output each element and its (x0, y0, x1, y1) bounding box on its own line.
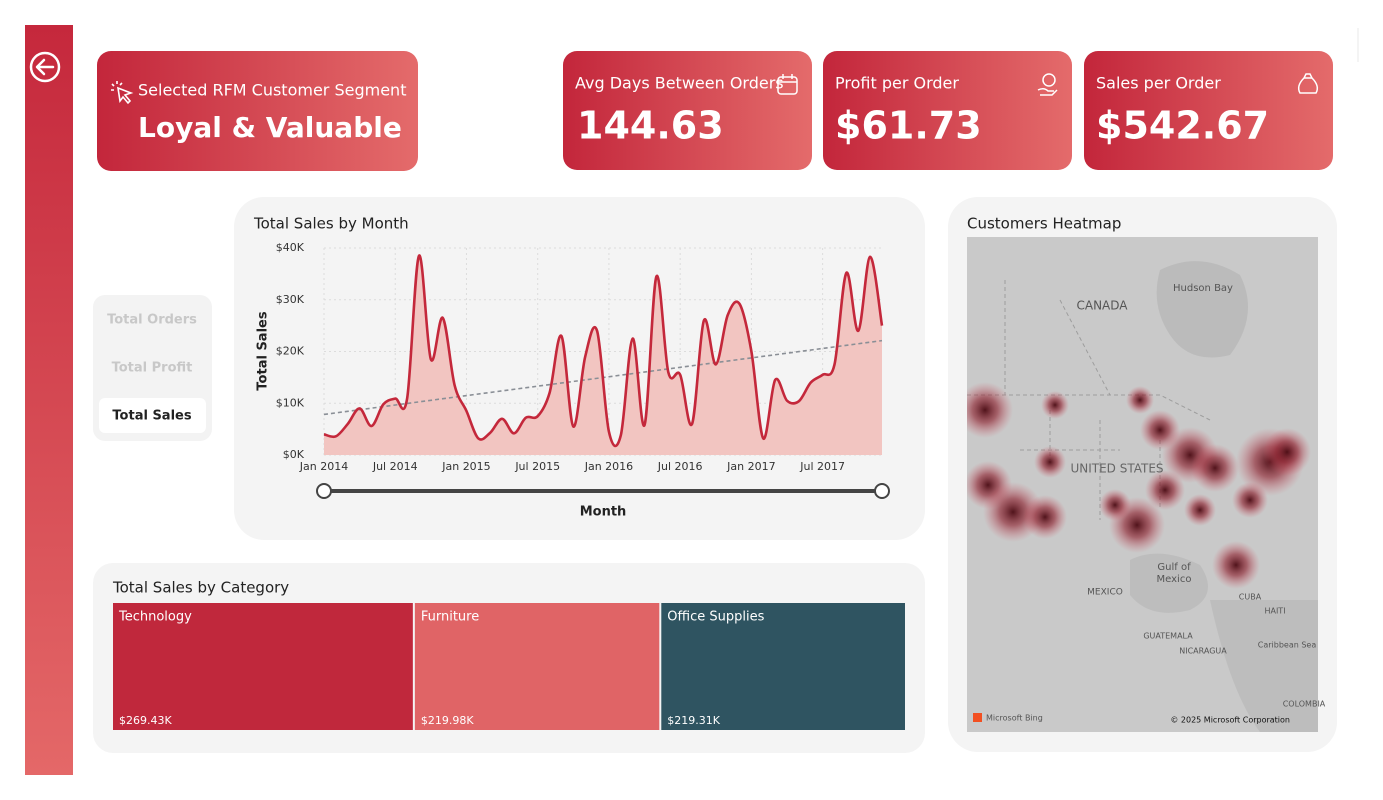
kpi-label: Sales per Order (1096, 74, 1221, 93)
category-label: Technology (118, 610, 192, 625)
x-tick-label: Jan 2017 (726, 460, 775, 473)
x-tick-label: Jan 2015 (441, 460, 490, 473)
heat-blob (1145, 470, 1185, 510)
map-title: Customers Heatmap (967, 215, 1121, 233)
area (324, 255, 882, 455)
x-tick-label: Jan 2016 (584, 460, 633, 473)
kpi-card: Avg Days Between Orders 144.63 (563, 51, 812, 170)
category-label: Office Supplies (667, 610, 764, 625)
line (323, 254, 884, 448)
treemap-cell[interactable] (113, 603, 413, 730)
attribution: © 2025 Microsoft Corporation (1170, 716, 1290, 725)
map-label: Hudson Bay (1173, 283, 1233, 294)
y-tick-label: $20K (276, 345, 305, 358)
heat-blob (1099, 489, 1131, 521)
heat-blob (1034, 446, 1066, 478)
heat-blob (1126, 386, 1154, 414)
y-tick-label: $30K (276, 293, 305, 306)
pointer-icon (111, 81, 134, 105)
heat-blob (1184, 494, 1216, 526)
coin-hand-icon (1037, 73, 1058, 96)
value-label: $219.98K (421, 714, 474, 727)
side-bar (25, 25, 73, 775)
segment-card (97, 51, 418, 171)
kpi-value: 144.63 (577, 104, 724, 148)
map-label: Mexico (1157, 574, 1192, 585)
category-label: Furniture (421, 610, 479, 625)
kpi-value: $61.73 (835, 104, 982, 148)
x-tick-label: Jul 2017 (799, 460, 845, 473)
x-tick-label: Jan 2014 (299, 460, 348, 473)
x-axis-title: Month (580, 505, 627, 520)
chart-title: Total Sales by Category (112, 579, 289, 597)
kpi-label: Profit per Order (835, 74, 959, 93)
calendar-icon (777, 74, 798, 95)
value-label: $219.31K (667, 714, 720, 727)
heat-blob (967, 382, 1013, 438)
heat-blob (1232, 482, 1268, 518)
map-label: NICARAGUA (1179, 647, 1227, 656)
heat-layer (967, 382, 1311, 589)
heat-blob (1263, 428, 1311, 476)
heat-blob (1191, 444, 1239, 492)
y-tick-label: $10K (276, 396, 305, 409)
x-tick-label: Jul 2014 (372, 460, 418, 473)
map-label: MEXICO (1087, 588, 1123, 598)
map-label: COLOMBIA (1283, 700, 1326, 709)
heat-blob (1023, 495, 1067, 539)
heat-blob (1041, 391, 1069, 419)
heat-blob (1140, 410, 1180, 450)
back-button[interactable] (29, 51, 61, 83)
x-tick-label: Jul 2015 (514, 460, 560, 473)
y-tick-label: $40K (276, 241, 305, 254)
map-label: Gulf of (1157, 562, 1191, 573)
segment-value: Loyal & Valuable (138, 111, 402, 144)
y-axis-title: Total Sales (256, 311, 271, 390)
bing-logo (973, 713, 982, 722)
value-label: $269.43K (119, 714, 172, 727)
y-tick-label: $0K (283, 448, 305, 461)
slicer-option[interactable]: Total Orders (107, 313, 197, 328)
map-label: HAITI (1264, 607, 1285, 616)
segment-label: Selected RFM Customer Segment (138, 81, 406, 100)
map-label: CANADA (1076, 299, 1128, 313)
heat-blob (1212, 541, 1260, 589)
kpi-card: Profit per Order $61.73 (823, 51, 1072, 170)
slicer-option[interactable]: Total Profit (112, 361, 193, 376)
treemap-cell[interactable] (661, 603, 905, 730)
kpi-card: Sales per Order $542.67 (1084, 51, 1333, 170)
range-slider[interactable] (316, 483, 890, 499)
chart-title: Total Sales by Month (253, 215, 409, 233)
map-label: CUBA (1239, 593, 1262, 602)
slicer-option[interactable]: Total Sales (112, 409, 191, 424)
map-label: UNITED STATES (1070, 462, 1163, 476)
map-label: GUATEMALA (1143, 632, 1193, 641)
map-label: Caribbean Sea (1258, 641, 1317, 650)
slicer-button-selected[interactable] (99, 398, 206, 433)
money-bag-icon (1297, 73, 1319, 94)
x-tick-label: Jul 2016 (657, 460, 703, 473)
attribution: Microsoft Bing (986, 714, 1043, 723)
treemap-cell[interactable] (414, 603, 660, 730)
kpi-label: Avg Days Between Orders (575, 74, 784, 93)
kpi-value: $542.67 (1096, 104, 1269, 148)
